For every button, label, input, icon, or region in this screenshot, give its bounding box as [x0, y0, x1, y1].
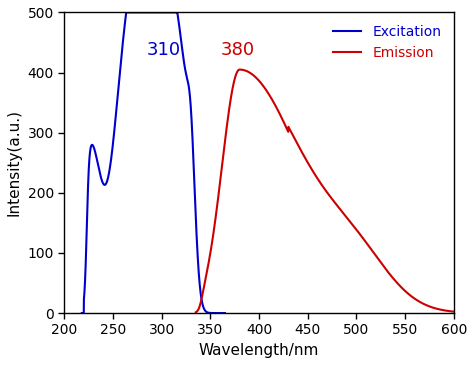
Excitation: [145, 10, 151, 15]
Text: 380: 380: [220, 41, 255, 58]
Excitation: [192, 187, 198, 192]
X-axis label: Wavelength/nm: Wavelength/nm: [199, 343, 319, 358]
Excitation: [86, 161, 92, 165]
Emission: [448, 309, 454, 314]
Text: 310: 310: [146, 41, 181, 58]
Emission: [314, 175, 319, 180]
Excitation: [123, 10, 129, 15]
Emission: [400, 287, 406, 291]
Emission: [237, 68, 242, 72]
Emission: [321, 186, 327, 190]
Line: Emission: Emission: [196, 70, 459, 312]
Emission: [448, 309, 454, 314]
Legend: Excitation, Emission: Excitation, Emission: [328, 19, 447, 65]
Y-axis label: Intensity(a.u.): Intensity(a.u.): [7, 109, 22, 216]
Excitation: [79, 311, 85, 315]
Excitation: [218, 311, 224, 315]
Excitation: [222, 311, 228, 315]
Emission: [206, 257, 212, 262]
Emission: [456, 310, 462, 314]
Line: Excitation: Excitation: [82, 12, 225, 313]
Excitation: [149, 10, 155, 15]
Emission: [193, 310, 199, 315]
Excitation: [218, 311, 224, 315]
